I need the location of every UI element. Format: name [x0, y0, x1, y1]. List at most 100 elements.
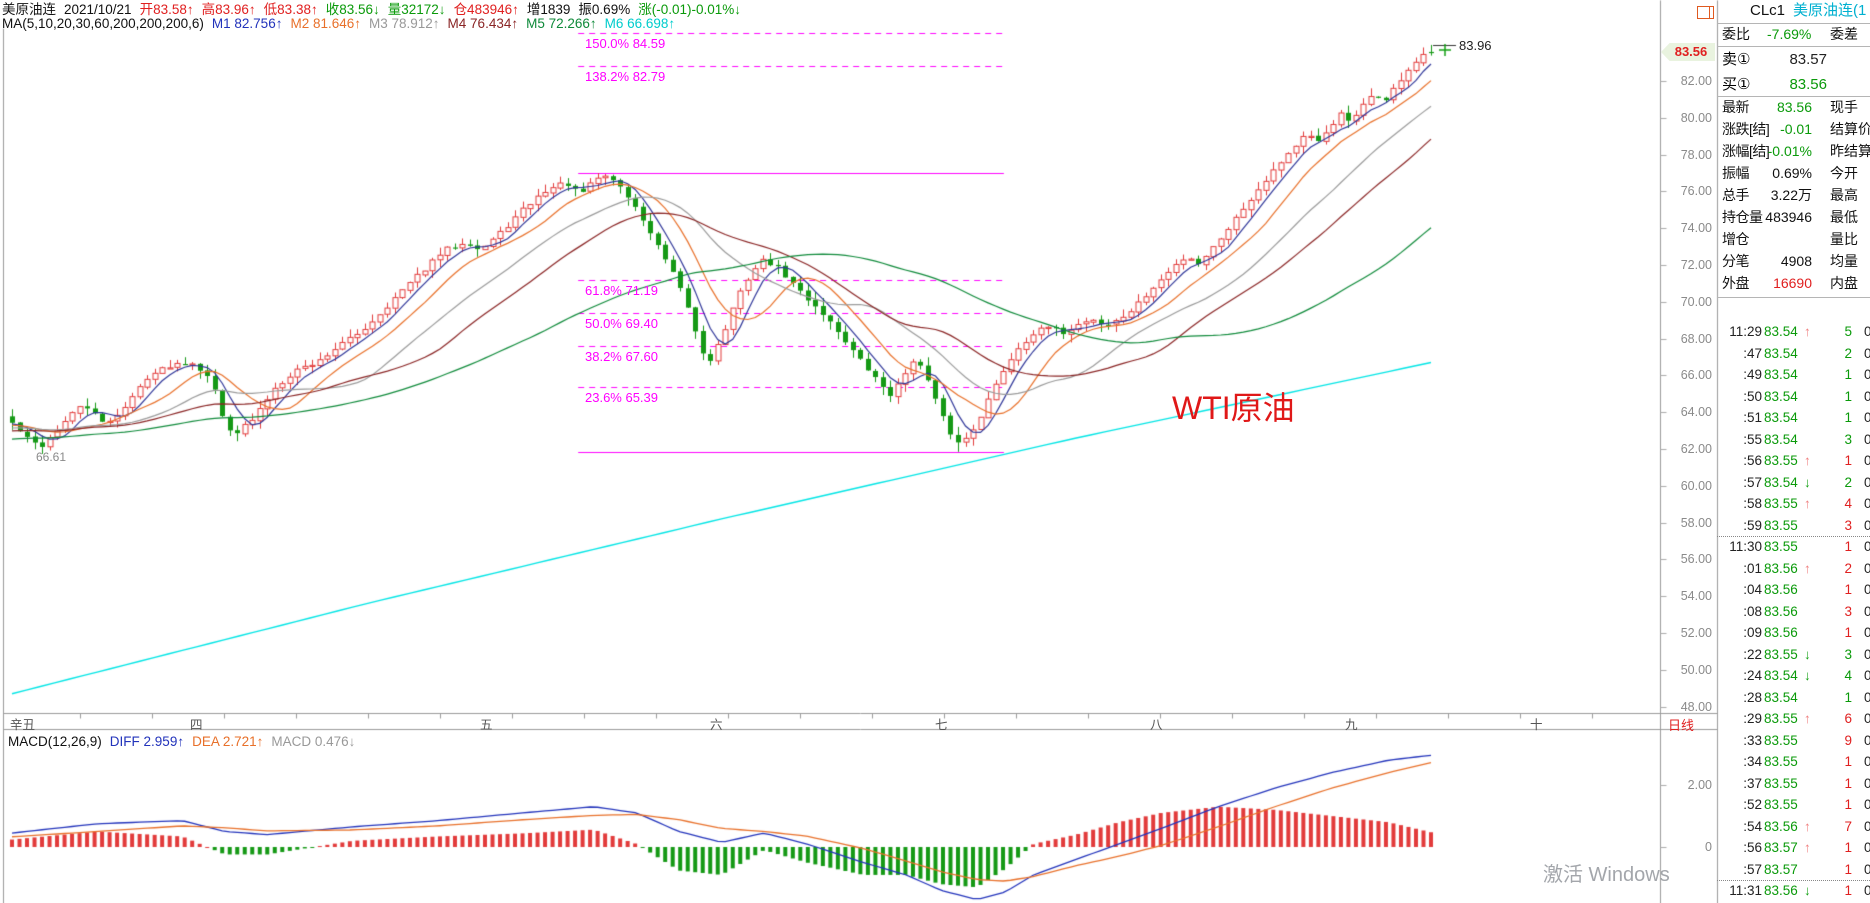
sales-time: 11:31 [1729, 883, 1762, 898]
sales-time: :57 [1743, 474, 1762, 490]
sales-time: :57 [1743, 861, 1762, 877]
sales-row[interactable]: :54 83.56 ↑ 7 0 [1717, 817, 1870, 837]
sales-row[interactable]: :08 83.56 3 0 [1717, 602, 1870, 622]
sales-time: :58 [1743, 496, 1762, 511]
sales-row[interactable]: 11:31 83.56 ↓ 1 0 [1717, 881, 1870, 901]
bid-row[interactable]: 买① 83.56 [1717, 73, 1870, 97]
sales-row[interactable]: :09 83.56 1 0 [1717, 623, 1870, 643]
sales-row[interactable]: :58 83.55 ↑ 4 0 [1717, 494, 1870, 514]
sales-row[interactable]: :59 83.55 3 0 [1717, 516, 1870, 536]
sales-row[interactable]: :57 83.54 ↓ 2 0 [1717, 473, 1870, 493]
quote-value: 0.69% [1772, 165, 1812, 181]
ma-field: M3 78.912↑ [369, 16, 440, 31]
sales-row[interactable]: :24 83.54 ↓ 4 0 [1717, 666, 1870, 686]
sales-qty: 1 [1844, 883, 1852, 898]
price-tick-label: 70.00 [1680, 295, 1712, 309]
ohlc-field: 高83.96↑ [201, 2, 256, 17]
sales-row[interactable]: :28 83.54 1 0 [1717, 688, 1870, 708]
sales-clipped-col: 0 [1864, 496, 1870, 511]
sales-clipped-col: 0 [1864, 517, 1870, 533]
sales-time: :59 [1743, 517, 1762, 533]
sales-clipped-col: 0 [1864, 431, 1870, 447]
sales-row[interactable]: :33 83.55 9 0 [1717, 731, 1870, 751]
x-axis-period-label: 十 [1530, 718, 1543, 732]
ohlc-field: 开83.58↑ [139, 2, 194, 17]
sales-qty: 1 [1844, 539, 1852, 554]
sales-price: 83.54 [1764, 410, 1798, 425]
quote-row[interactable]: 涨幅[结] -0.01% 昨结算 [1717, 141, 1870, 161]
quote-row[interactable]: 最新 83.56 现手 [1717, 97, 1870, 117]
fib-level-label: 50.0% 69.40 [585, 316, 659, 331]
quote-row[interactable]: 外盘 16690 内盘 [1717, 273, 1870, 293]
sales-clipped-col: 0 [1864, 582, 1870, 597]
x-axis-period-label: 六 [710, 718, 723, 732]
sales-price: 83.56 [1764, 883, 1798, 898]
sales-qty: 3 [1844, 517, 1852, 533]
fib-level-label: 23.6% 65.39 [585, 390, 659, 405]
sales-qty: 1 [1844, 625, 1852, 640]
sales-row[interactable]: 11:30 83.55 1 0 [1717, 537, 1870, 557]
sales-row[interactable]: :52 83.55 1 0 [1717, 795, 1870, 815]
sales-time: :24 [1743, 668, 1762, 683]
sales-clipped-col: 0 [1864, 840, 1870, 855]
quote-row[interactable]: 振幅 0.69% 今开 [1717, 163, 1870, 183]
window-layout-icon[interactable] [1697, 6, 1714, 19]
quote-row[interactable]: 持仓量 483946 最低 [1717, 207, 1870, 227]
sales-row[interactable]: :47 83.54 2 0 [1717, 344, 1870, 364]
period-label[interactable]: 日线 [1668, 718, 1695, 733]
x-axis-period-label: 九 [1345, 718, 1358, 732]
divider [1717, 96, 1870, 97]
panel-header[interactable]: CLc1 美原油连(1 [1717, 0, 1870, 23]
quote-row[interactable]: 总手 3.22万 最高 [1717, 185, 1870, 205]
up-arrow-icon: ↑ [1804, 496, 1811, 511]
bid-label: 买① [1722, 76, 1751, 93]
sales-row[interactable]: :34 83.55 1 0 [1717, 752, 1870, 772]
sales-row[interactable]: :22 83.55 ↓ 3 0 [1717, 645, 1870, 665]
quote-label-2: 最高 [1830, 187, 1858, 203]
ohlc-field: 美原油连 [2, 2, 56, 17]
ask-row[interactable]: 卖① 83.57 [1717, 48, 1870, 72]
sales-clipped-col: 0 [1864, 345, 1870, 361]
quote-row[interactable]: 分笔 4908 均量 [1717, 251, 1870, 271]
ohlc-field: 低83.38↑ [263, 2, 318, 17]
sales-qty: 3 [1844, 431, 1852, 447]
sales-time: :47 [1743, 345, 1762, 361]
sales-clipped-col: 0 [1864, 474, 1870, 490]
sales-clipped-col: 0 [1864, 539, 1870, 554]
sales-time: :37 [1743, 775, 1762, 791]
sales-row[interactable]: :29 83.55 ↑ 6 0 [1717, 709, 1870, 729]
sales-row[interactable]: :57 83.57 1 0 [1717, 860, 1870, 880]
sales-qty: 1 [1844, 410, 1852, 425]
sales-qty: 1 [1844, 689, 1852, 705]
quote-row[interactable]: 涨跌[结] -0.01 结算价 [1717, 119, 1870, 139]
sales-qty: 1 [1844, 840, 1852, 855]
up-arrow-icon: ↑ [1804, 560, 1811, 576]
sales-row[interactable]: :04 83.56 1 0 [1717, 580, 1870, 600]
sales-row[interactable]: :51 83.54 1 0 [1717, 408, 1870, 428]
quote-label: 总手 [1722, 187, 1750, 203]
sales-row[interactable]: :37 83.55 1 0 [1717, 774, 1870, 794]
sales-row[interactable]: 11:29 83.54 ↑ 5 0 [1717, 322, 1870, 342]
sales-row[interactable]: :50 83.54 1 0 [1717, 387, 1870, 407]
sales-row[interactable]: :56 83.55 ↑ 1 0 [1717, 451, 1870, 471]
sales-row[interactable]: :56 83.57 ↑ 1 0 [1717, 838, 1870, 858]
sales-row[interactable]: :01 83.56 ↑ 2 0 [1717, 559, 1870, 579]
ask-price[interactable]: 83.57 [1789, 51, 1827, 68]
ohlc-field: 增1839 [526, 2, 571, 17]
bid-price[interactable]: 83.56 [1789, 76, 1827, 93]
sales-qty: 1 [1844, 367, 1852, 382]
price-tick-label: 62.00 [1680, 442, 1712, 456]
sales-price: 83.55 [1764, 754, 1798, 769]
sales-row[interactable]: :49 83.54 1 0 [1717, 365, 1870, 385]
quote-label: 振幅 [1722, 165, 1750, 181]
macd-tick-label: 2.00 [1687, 778, 1712, 792]
sales-row[interactable]: :55 83.54 3 0 [1717, 430, 1870, 450]
quote-value: 4908 [1780, 253, 1812, 269]
symbol-code[interactable]: CLc1 [1750, 2, 1786, 19]
sales-time: :50 [1743, 388, 1762, 404]
sales-price: 83.54 [1764, 668, 1798, 683]
quote-row[interactable]: 增仓 量比 [1717, 229, 1870, 249]
symbol-name-link[interactable]: 美原油连(1 [1793, 2, 1867, 19]
sales-qty: 1 [1844, 861, 1852, 877]
